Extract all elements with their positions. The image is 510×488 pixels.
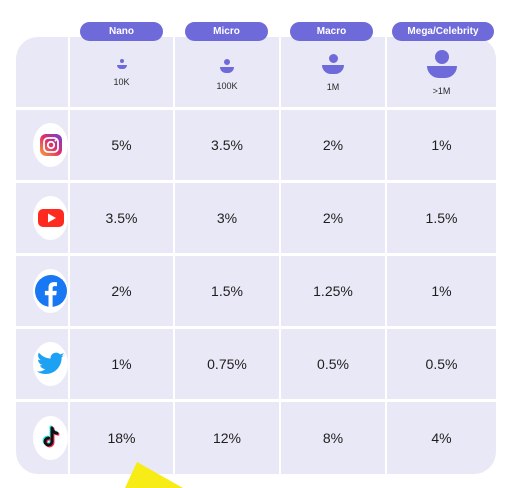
person-icon (426, 50, 457, 78)
tier-followers: 1M (326, 82, 340, 92)
rate-cell: 12% (175, 402, 279, 474)
rate-cell: 8% (281, 402, 385, 474)
tier-header-mega: >1M (387, 37, 496, 107)
rate-cell: 0.5% (387, 329, 496, 399)
engagement-table: 10K 100K 1M >1M (16, 37, 496, 474)
rate-value: 1% (111, 356, 132, 372)
rate-value: 0.5% (425, 356, 458, 372)
tier-followers: >1M (432, 86, 451, 96)
rate-cell: 4% (387, 402, 496, 474)
rate-cell: 3% (175, 183, 279, 253)
tier-followers: 100K (216, 81, 238, 91)
rate-value: 3.5% (211, 137, 243, 153)
rate-value: 1.5% (211, 283, 243, 299)
tier-header-macro: 1M (281, 37, 385, 107)
rate-cell: 1% (70, 329, 173, 399)
tier-header-nano: 10K (70, 37, 173, 107)
rate-cell: 1% (387, 110, 496, 180)
yellow-arrow-decoration (125, 462, 183, 488)
rate-value: 3% (216, 210, 238, 226)
rate-value: 1% (431, 283, 452, 299)
rate-cell: 18% (70, 402, 173, 474)
rate-value: 2% (111, 283, 132, 299)
tier-label-micro: Micro (185, 22, 268, 41)
corner-cell (16, 37, 68, 107)
rate-value: 1.25% (313, 283, 353, 299)
rate-value: 4% (431, 430, 452, 446)
platform-cell (16, 256, 68, 326)
youtube-badge (33, 196, 68, 240)
rate-value: 2% (322, 210, 344, 226)
rate-cell: 3.5% (175, 110, 279, 180)
person-icon (220, 59, 234, 73)
rate-value: 8% (322, 430, 344, 446)
rate-value: 5% (111, 137, 132, 153)
instagram-badge (33, 123, 68, 167)
rate-cell: 0.5% (281, 329, 385, 399)
tiktok-icon (42, 425, 59, 448)
instagram-icon (39, 134, 62, 156)
rate-value: 3.5% (105, 210, 138, 226)
rate-value: 1.5% (425, 210, 458, 226)
rate-value: 12% (212, 430, 242, 446)
rate-cell: 0.75% (175, 329, 279, 399)
rate-value: 1% (431, 137, 452, 153)
youtube-icon (37, 209, 64, 227)
person-icon (116, 59, 127, 69)
rate-cell: 1.5% (175, 256, 279, 326)
facebook-badge (33, 269, 68, 313)
tier-header-micro: 100K (175, 37, 279, 107)
tier-followers: 10K (113, 77, 130, 87)
rate-cell: 5% (70, 110, 173, 180)
tier-label-mega: Mega/Celebrity (392, 22, 494, 41)
platform-cell (16, 329, 68, 399)
rate-cell: 1.25% (281, 256, 385, 326)
twitter-badge (33, 342, 68, 386)
person-icon (322, 54, 344, 74)
rate-cell: 1.5% (387, 183, 496, 253)
platform-cell (16, 183, 68, 253)
twitter-icon (36, 352, 65, 375)
rate-cell: 2% (281, 183, 385, 253)
rate-cell: 1% (387, 256, 496, 326)
platform-cell (16, 110, 68, 180)
rate-cell: 2% (281, 110, 385, 180)
platform-cell (16, 402, 68, 474)
rate-value: 0.75% (207, 356, 247, 372)
rate-cell: 3.5% (70, 183, 173, 253)
tiktok-badge (33, 416, 68, 460)
rate-cell: 2% (70, 256, 173, 326)
rate-value: 2% (322, 137, 344, 153)
rate-value: 0.5% (317, 356, 349, 372)
rate-value: 18% (107, 430, 136, 446)
tier-label-nano: Nano (80, 22, 163, 41)
facebook-icon (34, 275, 67, 307)
tier-label-macro: Macro (290, 22, 373, 41)
